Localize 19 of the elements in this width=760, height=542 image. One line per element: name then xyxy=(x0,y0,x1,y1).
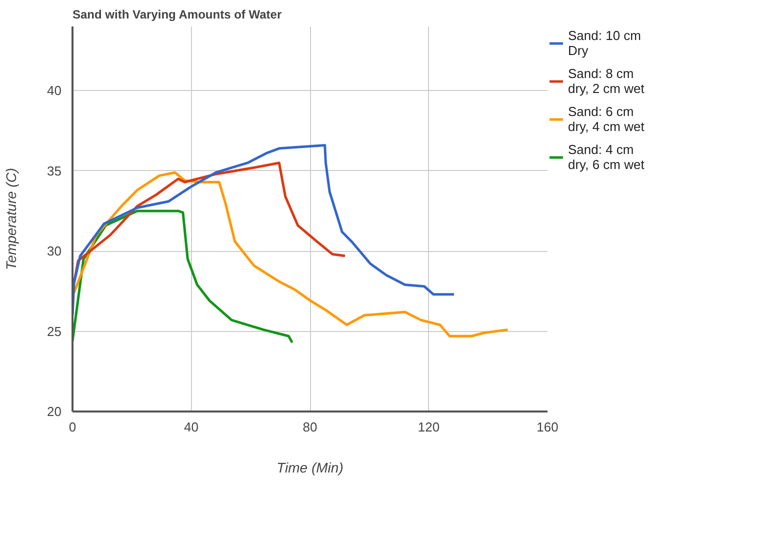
y-tick-label: 20 xyxy=(47,404,62,419)
x-tick-label: 40 xyxy=(184,420,198,434)
x-tick-label: 160 xyxy=(536,420,558,434)
legend-label: Sand: 4 cm dry, 6 cm wet xyxy=(568,142,644,172)
y-axis-title: Temperature (C) xyxy=(3,168,20,270)
y-tick-label: 40 xyxy=(47,83,62,98)
x-axis-title: Time (Min) xyxy=(276,460,344,476)
legend-label: Sand: 6 cm dry, 4 cm wet xyxy=(568,104,644,134)
line-series xyxy=(72,144,456,316)
legend-label: Sand: 8 cm dry, 2 cm wet xyxy=(568,66,644,96)
line-series xyxy=(72,171,509,338)
x-tick-label: 0 xyxy=(68,420,76,434)
legend-label: Sand: 10 cm Dry xyxy=(568,28,641,58)
x-tick-label: 120 xyxy=(418,420,440,434)
chart-title: Sand with Varying Amounts of Water xyxy=(72,8,282,22)
y-tick-label: 35 xyxy=(47,163,62,178)
y-tick-label: 30 xyxy=(47,244,62,259)
y-tick-label: 25 xyxy=(47,324,62,339)
x-tick-label: 80 xyxy=(302,420,318,434)
